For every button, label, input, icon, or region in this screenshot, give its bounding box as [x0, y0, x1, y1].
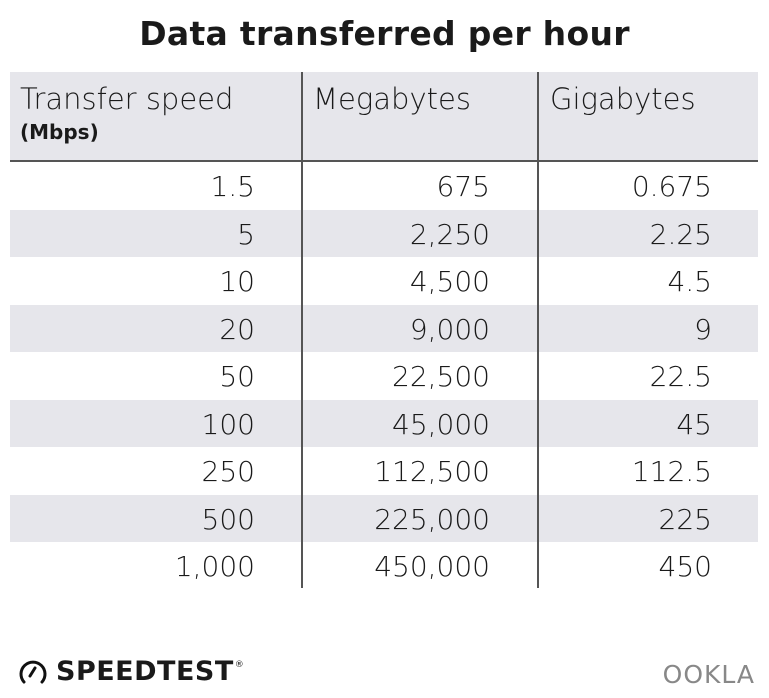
- header-megabytes: Megabytes: [313, 82, 471, 116]
- cell-gigabytes: 45: [676, 407, 712, 441]
- cell-megabytes: 45,000: [392, 407, 490, 441]
- cell-megabytes: 9,000: [409, 312, 490, 346]
- table-row: 1.5 675 0.675: [10, 162, 758, 210]
- table-row: 250 112,500 112.5: [10, 447, 758, 495]
- cell-speed: 250: [201, 455, 255, 488]
- table-row: 500 225,000 225: [10, 494, 758, 542]
- cell-megabytes: 450,000: [374, 550, 490, 583]
- cell-speed: 5: [237, 217, 255, 251]
- header-unit: (Mbps): [20, 120, 99, 144]
- cell-gigabytes: 0.675: [631, 170, 712, 203]
- cell-megabytes: 112,500: [374, 455, 490, 488]
- cell-speed: 20: [219, 312, 255, 346]
- cell-gigabytes: 225: [658, 502, 712, 536]
- cell-gigabytes: 2.25: [649, 217, 712, 251]
- cell-megabytes: 675: [436, 170, 490, 203]
- table-row: 50 22,500 22.5: [10, 352, 758, 400]
- cell-gigabytes: 4.5: [667, 265, 712, 298]
- speedometer-icon: [19, 660, 47, 683]
- cell-gigabytes: 22.5: [649, 360, 712, 393]
- table-row: 100 45,000 45: [10, 399, 758, 447]
- cell-speed: 1.5: [210, 170, 255, 203]
- cell-speed: 500: [201, 502, 255, 536]
- header-gigabytes: Gigabytes: [550, 82, 696, 116]
- cell-megabytes: 2,250: [409, 217, 490, 251]
- cell-megabytes: 4,500: [409, 265, 490, 298]
- cell-speed: 50: [219, 360, 255, 393]
- table-row: 20 9,000 9: [10, 304, 758, 352]
- column-divider: [301, 72, 303, 588]
- registered-mark: ®: [234, 659, 244, 670]
- cell-gigabytes: 9: [694, 312, 712, 346]
- table-row: 10 4,500 4.5: [10, 257, 758, 305]
- header-transfer-speed: Transfer speed: [20, 82, 234, 116]
- speedtest-wordmark: SPEEDTEST: [56, 656, 234, 687]
- ookla-logo: OOKLA: [662, 660, 755, 689]
- cell-speed: 1,000: [174, 550, 255, 583]
- column-divider: [537, 72, 539, 588]
- cell-speed: 100: [201, 407, 255, 441]
- data-table: Transfer speed (Mbps) Megabytes Gigabyte…: [10, 72, 758, 590]
- table-header: Transfer speed (Mbps) Megabytes Gigabyte…: [10, 72, 758, 162]
- table-title: Data transferred per hour: [139, 14, 630, 53]
- table-row: 5 2,250 2.25: [10, 209, 758, 257]
- speedtest-logo: SPEEDTEST ®: [18, 656, 244, 687]
- cell-gigabytes: 112.5: [631, 455, 712, 488]
- table-row: 1,000 450,000 450: [10, 542, 758, 590]
- cell-gigabytes: 450: [658, 550, 712, 583]
- cell-megabytes: 225,000: [374, 502, 490, 536]
- cell-megabytes: 22,500: [392, 360, 490, 393]
- cell-speed: 10: [219, 265, 255, 298]
